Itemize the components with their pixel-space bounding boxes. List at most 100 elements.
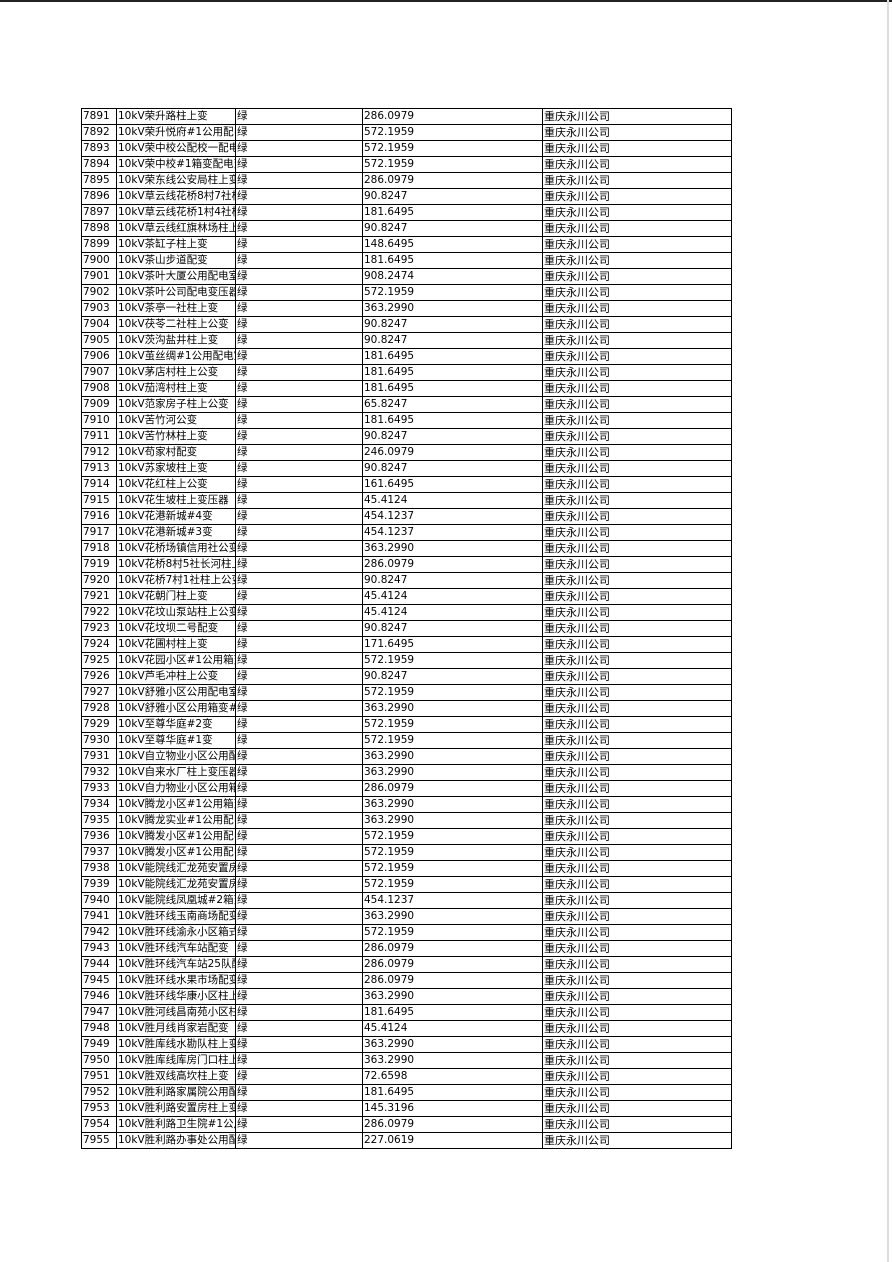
status-cell: 绿 [235, 172, 363, 189]
value-cell: 90.8247 [362, 620, 543, 637]
status-cell: 绿 [235, 572, 363, 589]
value-cell: 286.0979 [362, 108, 543, 125]
value-cell: 286.0979 [362, 956, 543, 973]
company-cell: 重庆永川公司 [542, 716, 732, 733]
company-cell: 重庆永川公司 [542, 188, 732, 205]
transformer-name-cell: 10kV胜双线高坎柱上变 [116, 1068, 236, 1085]
value-cell: 454.1237 [362, 508, 543, 525]
company-cell: 重庆永川公司 [542, 604, 732, 621]
table-row: 7935 10kV腾龙实业#1公用配电绿 363.2990 重庆永川公司 [81, 812, 732, 829]
value-cell: 90.8247 [362, 668, 543, 685]
table-row: 7940 10kV能院线凤凰城#2箱变绿 454.1237 重庆永川公司 [81, 892, 732, 909]
status-cell: 绿 [235, 348, 363, 365]
company-cell: 重庆永川公司 [542, 828, 732, 845]
value-cell: 181.6495 [362, 364, 543, 381]
row-id-cell: 7948 [81, 1020, 117, 1037]
transformer-name-cell: 10kV花桥场镇信用社公变 [116, 540, 236, 557]
transformer-name-cell: 10kV苟家村配变 [116, 444, 236, 461]
status-cell: 绿 [235, 476, 363, 493]
row-id-cell: 7898 [81, 220, 117, 237]
company-cell: 重庆永川公司 [542, 572, 732, 589]
value-cell: 90.8247 [362, 332, 543, 349]
table-row: 7936 10kV腾发小区#1公用配电绿 572.1959 重庆永川公司 [81, 828, 732, 845]
company-cell: 重庆永川公司 [542, 300, 732, 317]
transformer-name-cell: 10kV花生坡柱上变压器 [116, 492, 236, 509]
status-cell: 绿 [235, 236, 363, 253]
value-cell: 90.8247 [362, 460, 543, 477]
transformer-name-cell: 10kV茧丝绸#1公用配电室 [116, 348, 236, 365]
company-cell: 重庆永川公司 [542, 860, 732, 877]
table-row: 7930 10kV至尊华庭#1变绿 572.1959 重庆永川公司 [81, 732, 732, 749]
row-id-cell: 7908 [81, 380, 117, 397]
company-cell: 重庆永川公司 [542, 556, 732, 573]
transformer-name-cell: 10kV胜库线水勘队柱上变 [116, 1036, 236, 1053]
row-id-cell: 7899 [81, 236, 117, 253]
table-row: 7896 10kV草云线花桥8村7社柱绿 90.8247 重庆永川公司 [81, 188, 732, 205]
transformer-name-cell: 10kV腾发小区#1公用配电 [116, 828, 236, 845]
transformer-name-cell: 10kV胜月线肖家岩配变 [116, 1020, 236, 1037]
row-id-cell: 7910 [81, 412, 117, 429]
transformer-name-cell: 10kV自力物业小区公用箱 [116, 780, 236, 797]
status-cell: 绿 [235, 284, 363, 301]
company-cell: 重庆永川公司 [542, 700, 732, 717]
status-cell: 绿 [235, 780, 363, 797]
row-id-cell: 7909 [81, 396, 117, 413]
row-id-cell: 7925 [81, 652, 117, 669]
transformer-name-cell: 10kV苦竹林柱上变 [116, 428, 236, 445]
row-id-cell: 7905 [81, 332, 117, 349]
table-row: 7903 10kV茶亭一社柱上变绿 363.2990 重庆永川公司 [81, 300, 732, 317]
value-cell: 45.4124 [362, 588, 543, 605]
table-row: 7923 10kV花坟坝二号配变绿 90.8247 重庆永川公司 [81, 620, 732, 637]
status-cell: 绿 [235, 220, 363, 237]
value-cell: 72.6598 [362, 1068, 543, 1085]
transformer-name-cell: 10kV草云线花桥1村4社柱 [116, 204, 236, 221]
company-cell: 重庆永川公司 [542, 844, 732, 861]
company-cell: 重庆永川公司 [542, 540, 732, 557]
table-row: 7900 10kV茶山步道配变绿 181.6495 重庆永川公司 [81, 252, 732, 269]
row-id-cell: 7932 [81, 764, 117, 781]
transformer-name-cell: 10kV能院线凤凰城#2箱变 [116, 892, 236, 909]
status-cell: 绿 [235, 828, 363, 845]
value-cell: 246.0979 [362, 444, 543, 461]
row-id-cell: 7928 [81, 700, 117, 717]
status-cell: 绿 [235, 252, 363, 269]
status-cell: 绿 [235, 412, 363, 429]
row-id-cell: 7912 [81, 444, 117, 461]
row-id-cell: 7916 [81, 508, 117, 525]
transformer-name-cell: 10kV茶缸子柱上变 [116, 236, 236, 253]
value-cell: 181.6495 [362, 1004, 543, 1021]
value-cell: 572.1959 [362, 844, 543, 861]
company-cell: 重庆永川公司 [542, 956, 732, 973]
company-cell: 重庆永川公司 [542, 476, 732, 493]
company-cell: 重庆永川公司 [542, 668, 732, 685]
row-id-cell: 7955 [81, 1132, 117, 1149]
company-cell: 重庆永川公司 [542, 444, 732, 461]
table-row: 7895 10kV荣东线公安局柱上变绿 286.0979 重庆永川公司 [81, 172, 732, 189]
value-cell: 181.6495 [362, 204, 543, 221]
row-id-cell: 7933 [81, 780, 117, 797]
status-cell: 绿 [235, 1084, 363, 1101]
value-cell: 181.6495 [362, 1084, 543, 1101]
row-id-cell: 7939 [81, 876, 117, 893]
table-row: 7915 10kV花生坡柱上变压器绿 45.4124 重庆永川公司 [81, 492, 732, 509]
value-cell: 572.1959 [362, 156, 543, 173]
value-cell: 286.0979 [362, 556, 543, 573]
company-cell: 重庆永川公司 [542, 1004, 732, 1021]
value-cell: 286.0979 [362, 780, 543, 797]
table-row: 7905 10kV茨沟盐井柱上变绿 90.8247 重庆永川公司 [81, 332, 732, 349]
table-row: 7919 10kV花桥8村5社长河柱上绿 286.0979 重庆永川公司 [81, 556, 732, 573]
table-row: 7933 10kV自力物业小区公用箱绿 286.0979 重庆永川公司 [81, 780, 732, 797]
status-cell: 绿 [235, 604, 363, 621]
status-cell: 绿 [235, 748, 363, 765]
table-row: 7922 10kV花坟山泵站柱上公变绿 45.4124 重庆永川公司 [81, 604, 732, 621]
table-row: 7927 10kV舒雅小区公用配电室绿 572.1959 重庆永川公司 [81, 684, 732, 701]
value-cell: 148.6495 [362, 236, 543, 253]
table-row: 7924 10kV花圃村柱上变绿 171.6495 重庆永川公司 [81, 636, 732, 653]
table-row: 7925 10kV花园小区#1公用箱变绿 572.1959 重庆永川公司 [81, 652, 732, 669]
row-id-cell: 7893 [81, 140, 117, 157]
value-cell: 572.1959 [362, 828, 543, 845]
table-row: 7897 10kV草云线花桥1村4社柱绿 181.6495 重庆永川公司 [81, 204, 732, 221]
value-cell: 572.1959 [362, 140, 543, 157]
transformer-name-cell: 10kV胜环线水果市场配变 [116, 972, 236, 989]
table-row: 7937 10kV腾发小区#1公用配电绿 572.1959 重庆永川公司 [81, 844, 732, 861]
